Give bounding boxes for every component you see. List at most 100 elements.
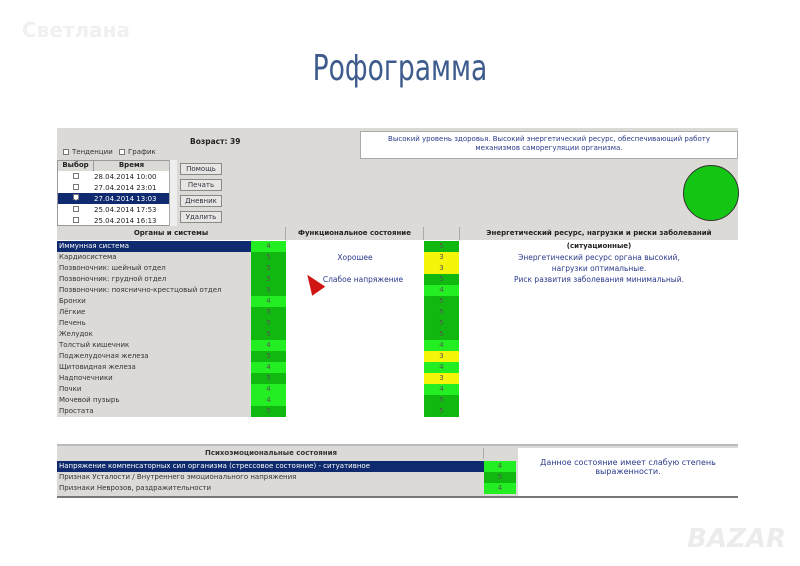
functional-score: 5 — [251, 373, 286, 384]
session-checkbox[interactable] — [58, 172, 94, 181]
session-checkbox[interactable]: ✓ — [73, 194, 80, 203]
psycho-row[interactable]: Признак Усталости / Внутреннего эмоциона… — [59, 473, 297, 481]
top-panel: Возраст: 39 Тенденции График Выбор Время … — [57, 128, 739, 227]
organ-row[interactable]: Щитовидная железа — [57, 362, 251, 373]
button-0[interactable]: Помощь — [180, 163, 222, 175]
session-row[interactable]: ✓ 27.04.2014 13:03 — [58, 193, 176, 204]
summary-text: Высокий уровень здоровья. Высокий энерге… — [360, 131, 738, 159]
energy-score: 3 — [424, 252, 459, 263]
energy-score: 5 — [424, 296, 459, 307]
button-2[interactable]: Дневник — [180, 195, 222, 207]
organ-row[interactable]: Печень — [57, 318, 251, 329]
energy-score: 3 — [424, 351, 459, 362]
session-time: 28.04.2014 10:00 — [94, 172, 157, 181]
session-time: 25.04.2014 17:53 — [94, 205, 157, 214]
functional-score: 5 — [251, 263, 286, 274]
age-label: Возраст: 39 — [190, 137, 241, 146]
session-time: 27.04.2014 13:03 — [94, 194, 157, 203]
organ-row[interactable]: Лёгкие — [57, 307, 251, 318]
session-time: 27.04.2014 23:01 — [94, 183, 157, 192]
functional-state-tension: Слабое напряжение — [322, 275, 404, 284]
button-3[interactable]: Удалить — [180, 211, 222, 223]
functional-score: 4 — [251, 362, 286, 373]
organ-row[interactable]: Бронхи — [57, 296, 251, 307]
graph-checkbox[interactable]: График — [119, 148, 156, 156]
energy-score: 5 — [424, 318, 459, 329]
organ-row[interactable]: Иммунная система — [57, 241, 251, 252]
energy-score: 5 — [424, 406, 459, 417]
session-row[interactable]: 25.04.2014 16:13 — [58, 215, 176, 226]
watermark: Светлана — [22, 18, 130, 42]
session-time: 25.04.2014 16:13 — [94, 216, 157, 225]
functional-score: 4 — [251, 241, 286, 252]
session-row[interactable]: 28.04.2014 10:00 — [58, 171, 176, 182]
header-organs: Органы и системы — [57, 227, 286, 240]
session-row[interactable]: 27.04.2014 23:01 — [58, 182, 176, 193]
trends-checkbox[interactable]: Тенденции — [63, 148, 113, 156]
organ-row[interactable]: Надпочечники — [57, 373, 251, 384]
energy-score: 5 — [424, 395, 459, 406]
functional-score: 5 — [251, 318, 286, 329]
functional-state-good: Хорошее — [337, 253, 373, 262]
header-functional: Функциональное состояние — [286, 227, 424, 240]
energy-text-3: Риск развития заболевания минимальный. — [514, 275, 684, 284]
session-row[interactable]: 25.04.2014 17:53 — [58, 204, 176, 215]
session-checkbox[interactable] — [58, 216, 94, 225]
energy-score: 4 — [424, 384, 459, 395]
functional-score: 4 — [251, 395, 286, 406]
organ-row[interactable]: Мочевой пузырь — [57, 395, 251, 406]
energy-score: 3 — [424, 263, 459, 274]
functional-score: 5 — [251, 329, 286, 340]
header-blank — [424, 227, 460, 240]
col-select[interactable]: Выбор — [58, 161, 94, 171]
functional-score: 5 — [251, 274, 286, 285]
psycho-score: 5 — [484, 472, 516, 483]
functional-score: 5 — [251, 285, 286, 296]
status-indicator — [683, 165, 739, 221]
psycho-panel: Психоэмоциональные состояния Напряжение … — [57, 444, 738, 498]
header-energy: Энергетический ресурс, нагрузки и риски … — [460, 227, 738, 250]
functional-score: 5 — [251, 351, 286, 362]
energy-score: 5 — [424, 274, 459, 285]
functional-score: 4 — [251, 340, 286, 351]
functional-score: 5 — [251, 406, 286, 417]
functional-score: 5 — [251, 252, 286, 263]
functional-score: 5 — [251, 307, 286, 318]
energy-text-2: нагрузки оптимальные. — [551, 264, 647, 273]
graph-label: График — [128, 148, 156, 156]
organ-row[interactable]: Почки — [57, 384, 251, 395]
session-checkbox[interactable] — [58, 205, 94, 214]
col-time[interactable]: Время — [94, 161, 170, 171]
app-window: Возраст: 39 Тенденции График Выбор Время … — [57, 128, 739, 498]
organ-row[interactable]: Позвоночник: пояснично-крестцовый отдел — [57, 285, 251, 296]
sessions-list[interactable]: Выбор Время 28.04.2014 10:00 27.04.2014 23… — [57, 160, 177, 226]
organ-row[interactable]: Желудок — [57, 329, 251, 340]
psycho-score: 4 — [484, 483, 516, 494]
organ-row[interactable]: Поджелудочная железа — [57, 351, 251, 362]
session-checkbox[interactable] — [58, 183, 94, 192]
organ-row[interactable]: Кардиосистема — [57, 252, 251, 263]
energy-score: 4 — [424, 285, 459, 296]
psycho-header: Психоэмоциональные состояния — [57, 448, 484, 459]
functional-score: 4 — [251, 296, 286, 307]
psycho-row[interactable]: Напряжение компенсаторных сил организма … — [57, 461, 484, 472]
psycho-score: 4 — [484, 461, 516, 472]
functional-score: 4 — [251, 384, 286, 395]
energy-text-1: Энергетический ресурс органа высокий, — [518, 253, 680, 262]
button-1[interactable]: Печать — [180, 179, 222, 191]
list-scrollbar[interactable] — [169, 160, 177, 226]
organ-row[interactable]: Толстый кишечник — [57, 340, 251, 351]
psycho-description: Данное состояние имеет слабую степень вы… — [518, 448, 738, 496]
bazar-logo: BAZAR — [687, 524, 786, 554]
organ-row[interactable]: Позвоночник: грудной отдел — [57, 274, 251, 285]
energy-score: 5 — [424, 307, 459, 318]
energy-score: 4 — [424, 362, 459, 373]
organ-row[interactable]: Позвоночник: шейный отдел — [57, 263, 251, 274]
organ-row[interactable]: Простата — [57, 406, 251, 417]
trends-label: Тенденции — [72, 148, 113, 156]
energy-score: 4 — [424, 340, 459, 351]
page-title: Рофограмма — [312, 48, 488, 89]
energy-score: 5 — [424, 241, 459, 252]
energy-score: 5 — [424, 329, 459, 340]
psycho-row[interactable]: Признаки Неврозов, раздражительности — [59, 484, 212, 492]
